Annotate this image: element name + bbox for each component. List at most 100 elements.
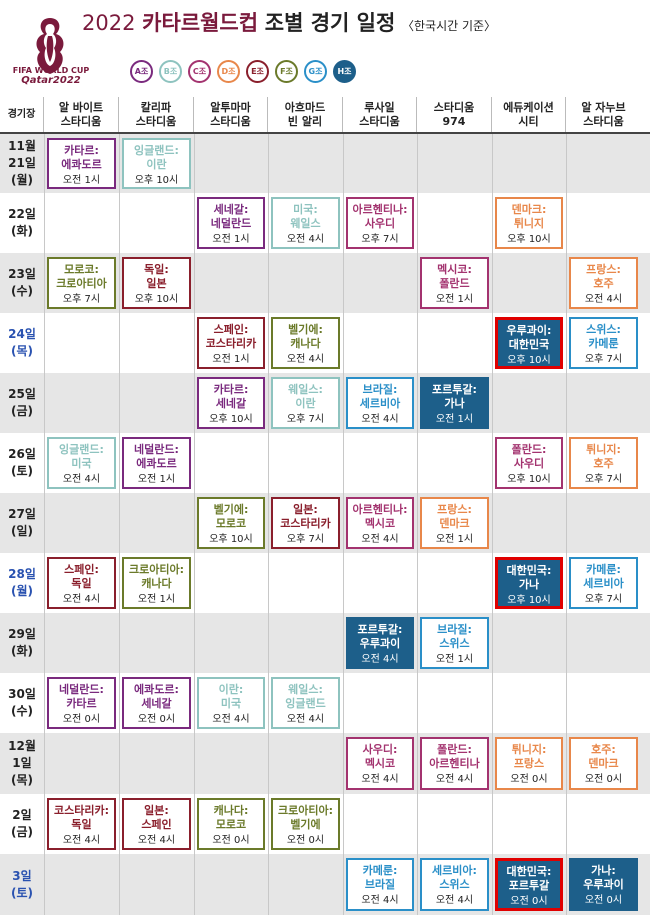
match-time: 오전 1시	[212, 354, 250, 365]
match-teams: 독일: 일본	[144, 263, 169, 290]
date-label: 23일 (수)	[8, 267, 36, 298]
match-time: 오전 4시	[62, 594, 101, 605]
match-teams: 프랑스: 덴마크	[437, 503, 472, 530]
column-divider	[194, 613, 195, 673]
match-teams: 스페인: 코스타리카	[205, 323, 257, 350]
title-schedule: 조별 경기 일정	[264, 11, 396, 35]
column-divider	[566, 373, 567, 433]
column-divider	[119, 253, 120, 313]
logo-line1: FIFA WORLD CUP	[12, 66, 90, 75]
column-divider	[417, 134, 418, 193]
column-divider	[194, 373, 195, 433]
match-teams: 웨일스: 이란	[288, 383, 323, 410]
match-time: 오전 1시	[62, 175, 101, 186]
column-divider	[44, 613, 45, 673]
match-time: 오전 0시	[584, 774, 623, 785]
match-card: 아르헨티나: 멕시코 오전 4시	[346, 497, 414, 549]
logo-line2: Qatar2022	[21, 75, 81, 86]
match-teams: 카메룬: 세르비아	[583, 563, 624, 590]
match-teams: 사우디: 멕시코	[362, 743, 398, 770]
column-divider	[492, 373, 493, 433]
match-card: 코스타리카: 독일 오전 4시	[47, 798, 116, 850]
venue-header: 칼리파 스타디움	[119, 97, 194, 133]
match-teams: 세르비아: 스위스	[432, 864, 477, 891]
column-divider	[343, 733, 344, 794]
match-card: 프랑스: 호주 오전 4시	[569, 257, 638, 309]
venue-header: 알 바이트 스타디움	[44, 97, 119, 133]
match-time: 오전 4시	[584, 294, 623, 305]
match-card: 포르투갈: 가나 오전 1시	[420, 377, 489, 429]
match-teams: 미국: 웨일스	[290, 203, 321, 230]
match-card: 멕시코: 폴란드 오전 1시	[420, 257, 489, 309]
column-divider	[417, 733, 418, 794]
match-time: 오전 4시	[286, 354, 325, 365]
match-time: 오후 10시	[507, 595, 551, 606]
match-teams: 네덜란드: 카타르	[59, 683, 104, 710]
match-time: 오후 10시	[507, 234, 551, 245]
match-time: 오전 4시	[361, 654, 399, 665]
column-divider	[492, 493, 493, 553]
column-divider	[492, 613, 493, 673]
column-divider	[268, 854, 269, 915]
column-divider	[343, 433, 344, 493]
column-divider	[268, 193, 269, 253]
match-card: 에콰도르: 세네갈 오전 0시	[122, 677, 191, 729]
match-teams: 크로아티아: 캐나다	[129, 563, 184, 590]
match-teams: 스위스: 카메룬	[586, 323, 621, 350]
match-teams: 모로코: 크로아티아	[56, 263, 107, 290]
match-card: 일본: 스페인 오전 4시	[122, 798, 191, 850]
column-divider	[44, 373, 45, 433]
match-teams: 브라질: 스위스	[437, 623, 472, 650]
match-teams: 카메룬: 브라질	[362, 864, 398, 891]
match-time: 오전 0시	[584, 895, 623, 906]
match-card: 카타르: 세네갈 오후 10시	[197, 377, 265, 429]
date-label: 28일 (월)	[8, 567, 36, 598]
match-teams: 캐나다: 모로코	[213, 804, 249, 831]
match-teams: 멕시코: 폴란드	[437, 263, 472, 290]
match-teams: 튀니지: 호주	[586, 443, 621, 470]
match-time: 오전 0시	[62, 714, 101, 725]
match-time: 오후 10시	[209, 534, 253, 545]
date-label: 12월 1일 (목)	[8, 739, 36, 787]
column-divider	[417, 253, 418, 313]
column-divider	[194, 493, 195, 553]
match-time: 오전 4시	[435, 895, 474, 906]
column-divider	[492, 673, 493, 733]
match-card: 튀니지: 프랑스 오전 0시	[495, 737, 563, 790]
column-divider	[44, 733, 45, 794]
date-label: 3일 (토)	[10, 868, 33, 900]
column-divider	[194, 193, 195, 253]
date-label: 11월 21일 (월)	[8, 139, 36, 187]
venue-header: 루사일 스타디움	[343, 97, 417, 133]
match-time: 오전 1시	[137, 474, 176, 485]
match-teams: 덴마크: 튀니지	[511, 203, 547, 230]
column-divider	[566, 673, 567, 733]
world-cup-logo-icon	[36, 18, 64, 74]
column-divider	[194, 854, 195, 915]
match-teams: 이란: 미국	[218, 683, 244, 710]
match-teams: 우루과이: 대한민국	[506, 324, 552, 351]
column-divider	[44, 673, 45, 733]
logo-caption: FIFA WORLD CUP Qatar2022	[6, 66, 96, 86]
date-label: 30일 (수)	[8, 687, 36, 718]
column-divider	[417, 373, 418, 433]
match-time: 오후 7시	[361, 234, 399, 245]
column-divider	[268, 253, 269, 313]
match-card: 크로아티아: 벨기에 오전 0시	[271, 798, 340, 850]
match-card: 잉글랜드: 미국 오전 4시	[47, 437, 116, 489]
column-divider	[343, 553, 344, 613]
column-divider	[194, 673, 195, 733]
column-divider	[119, 193, 120, 253]
column-divider	[566, 553, 567, 613]
column-divider	[492, 794, 493, 854]
page-title: 2022 카타르월드컵 조별 경기 일정 〈한국시간 기준〉	[82, 8, 496, 41]
column-divider	[119, 854, 120, 915]
match-teams: 아르헨티나: 멕시코	[352, 503, 408, 530]
match-card: 모로코: 크로아티아 오후 7시	[47, 257, 116, 309]
match-card: 브라질: 세르비아 오전 4시	[346, 377, 414, 429]
match-time: 오전 1시	[435, 654, 474, 665]
column-divider	[194, 553, 195, 613]
match-time: 오후 7시	[584, 474, 623, 485]
match-time: 오후 7시	[584, 354, 623, 365]
